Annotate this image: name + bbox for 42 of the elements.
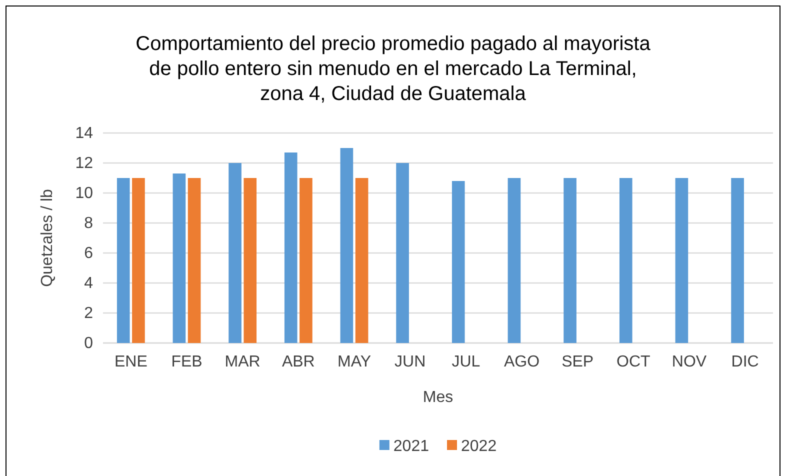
legend-label: 2021 bbox=[393, 438, 430, 455]
bar bbox=[284, 152, 298, 343]
x-tick-label: DIC bbox=[731, 353, 759, 370]
x-tick-label: FEB bbox=[171, 353, 202, 370]
bar bbox=[355, 178, 368, 343]
bar bbox=[188, 178, 201, 343]
bar bbox=[244, 178, 257, 343]
x-tick-label: AGO bbox=[504, 353, 540, 370]
x-tick-label: NOV bbox=[672, 353, 707, 370]
x-tick-label: JUN bbox=[394, 353, 426, 370]
bar bbox=[731, 178, 744, 343]
bar bbox=[396, 163, 409, 343]
x-tick-label: MAR bbox=[224, 353, 260, 370]
bar bbox=[340, 148, 354, 343]
bar bbox=[564, 178, 576, 343]
chart-title: Comportamiento del precio promedio pagado al mayorista de pollo entero sin menudo en el mercado La Terminal, zona 4, Ciudad de Guatemala bbox=[136, 33, 652, 105]
bar bbox=[619, 178, 632, 343]
x-axis-title: Mes bbox=[422, 389, 454, 406]
bar bbox=[300, 178, 312, 343]
bar bbox=[172, 174, 186, 343]
legend-label: 2022 bbox=[461, 438, 497, 455]
y-tick-label: 2 bbox=[84, 305, 94, 322]
bar bbox=[675, 178, 688, 343]
bar bbox=[508, 178, 521, 343]
x-tick-label: SEP bbox=[562, 353, 594, 370]
y-tick-label: 10 bbox=[75, 185, 94, 202]
bar bbox=[228, 163, 242, 343]
bar bbox=[116, 178, 130, 343]
x-tick-label: OCT bbox=[616, 353, 651, 370]
bar bbox=[132, 178, 145, 343]
x-tick-label: MAY bbox=[338, 353, 372, 370]
y-tick-label: 0 bbox=[84, 335, 94, 352]
x-tick-label: ENE bbox=[114, 353, 148, 370]
y-tick-label: 8 bbox=[84, 215, 94, 232]
y-tick-label: 12 bbox=[75, 155, 94, 172]
y-axis-title: Quetzales / lb bbox=[39, 188, 56, 287]
bar bbox=[452, 181, 465, 343]
y-tick-label: 6 bbox=[84, 245, 94, 262]
y-tick-label: 4 bbox=[84, 275, 94, 292]
y-tick-label: 14 bbox=[75, 125, 94, 142]
x-tick-label: ABR bbox=[282, 353, 315, 370]
x-tick-label: JUL bbox=[452, 353, 480, 370]
